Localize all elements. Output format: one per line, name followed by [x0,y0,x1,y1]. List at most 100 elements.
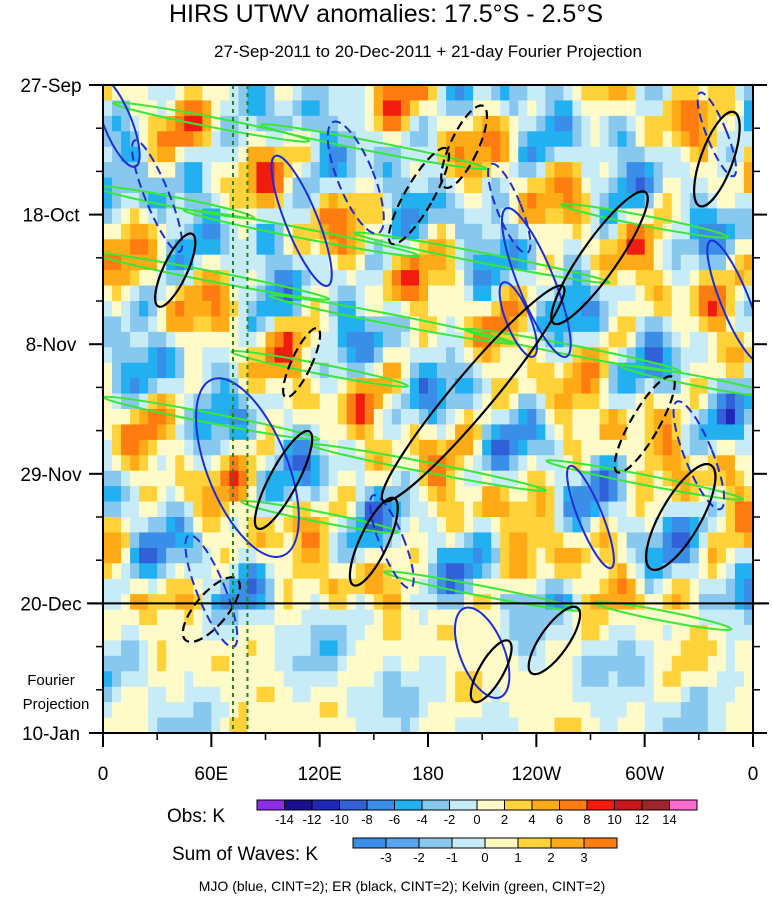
heatmap-cell [418,455,429,472]
heatmap-cell [671,85,682,102]
heatmap-cell [319,331,330,348]
heatmap-cell [364,517,375,534]
heatmap-cell [491,563,501,580]
heatmap-cell [644,578,655,595]
heatmap-cell [437,85,447,102]
heatmap-cell [662,270,673,287]
heatmap-cell [193,239,203,256]
heatmap-cell [689,85,700,102]
heatmap-cell [689,208,700,225]
heatmap-cell [310,100,321,117]
heatmap-cell [175,100,185,117]
heatmap-cell [238,239,249,256]
heatmap-cell [545,85,555,102]
heatmap-cell [500,362,510,379]
heatmap-cell [608,501,619,518]
heatmap-cell [229,563,240,580]
heatmap-cell [184,85,194,102]
heatmap-cell [563,162,574,179]
heatmap-cell [482,146,492,163]
heatmap-cell [509,517,519,534]
heatmap-cell [355,439,366,456]
heatmap-cell [274,439,285,456]
heatmap-cell [563,717,574,733]
heatmap-cell [626,717,637,733]
heatmap-cell [292,470,303,487]
heatmap-cell [418,655,429,672]
heatmap-cell [364,100,375,117]
heatmap-cell [428,501,438,518]
heatmap-cell [409,239,420,256]
heatmap-cell [563,301,574,318]
heatmap-cell [229,177,240,194]
heatmap-cell [437,424,447,441]
heatmap-cell [464,409,474,426]
heatmap-cell [554,517,565,534]
heatmap-cell [527,486,537,503]
heatmap-cell [202,223,212,240]
heatmap-cell [328,686,339,703]
heatmap-cell [428,609,438,626]
heatmap-cell [563,239,574,256]
heatmap-cell [455,501,465,518]
heatmap-cell [581,362,592,379]
heatmap-cell [184,532,194,549]
heatmap-cell [446,85,456,102]
heatmap-cell [292,563,303,580]
heatmap-cell [337,424,348,441]
heatmap-cell [220,162,230,179]
heatmap-cell [662,547,673,564]
heatmap-cell [572,177,583,194]
heatmap-cell [437,578,447,595]
heatmap-cell [446,671,456,688]
heatmap-cell [536,486,546,503]
heatmap-cell [157,424,167,441]
heatmap-cell [473,115,483,132]
colorbar-tick-label: -1 [446,850,458,865]
heatmap-cell [319,671,330,688]
heatmap-cell [572,609,583,626]
heatmap-cell [473,223,483,240]
heatmap-cell [274,702,285,719]
heatmap-cell [202,640,212,657]
heatmap-cell [572,254,583,271]
heatmap-cell [482,702,492,719]
heatmap-cell [409,331,420,348]
mjo-contour [672,400,726,511]
heatmap-cell [400,285,411,302]
heatmap-cell [536,547,546,564]
heatmap-cell [148,131,158,148]
heatmap-cell [725,347,736,364]
heatmap-cell [103,100,113,117]
heatmap-cell [509,455,519,472]
heatmap-cell [337,193,348,210]
heatmap-cell [509,702,519,719]
heatmap-cell [581,532,592,549]
heatmap-cell [428,316,438,333]
heatmap-cell [545,609,555,626]
heatmap-cell [698,115,709,132]
heatmap-cell [211,501,221,518]
heatmap-cell [139,455,149,472]
heatmap-cell [238,702,249,719]
obs-colorbar: -14 -12 -10 -8 -6 -4 -2 0 2 4 6 8 10 12 14 [256,799,698,827]
heatmap-cell [680,517,691,534]
heatmap-cell [238,285,249,302]
heatmap-cell [617,223,628,240]
heatmap-cell [256,625,267,642]
heatmap-cell [635,85,646,102]
heatmap-cell [491,470,501,487]
heatmap-cell [491,501,501,518]
heatmap-cell [653,455,664,472]
heatmap-cell [446,609,456,626]
heatmap-cell [310,239,321,256]
heatmap-cell [428,362,438,379]
mjo-contour [566,464,615,570]
heatmap-cell [743,501,753,518]
heatmap-cell [319,486,330,503]
heatmap-cell [292,439,303,456]
heatmap-cell [743,409,753,426]
heatmap-cell [545,578,555,595]
heatmap-cell [355,717,366,733]
heatmap-cell [112,331,122,348]
